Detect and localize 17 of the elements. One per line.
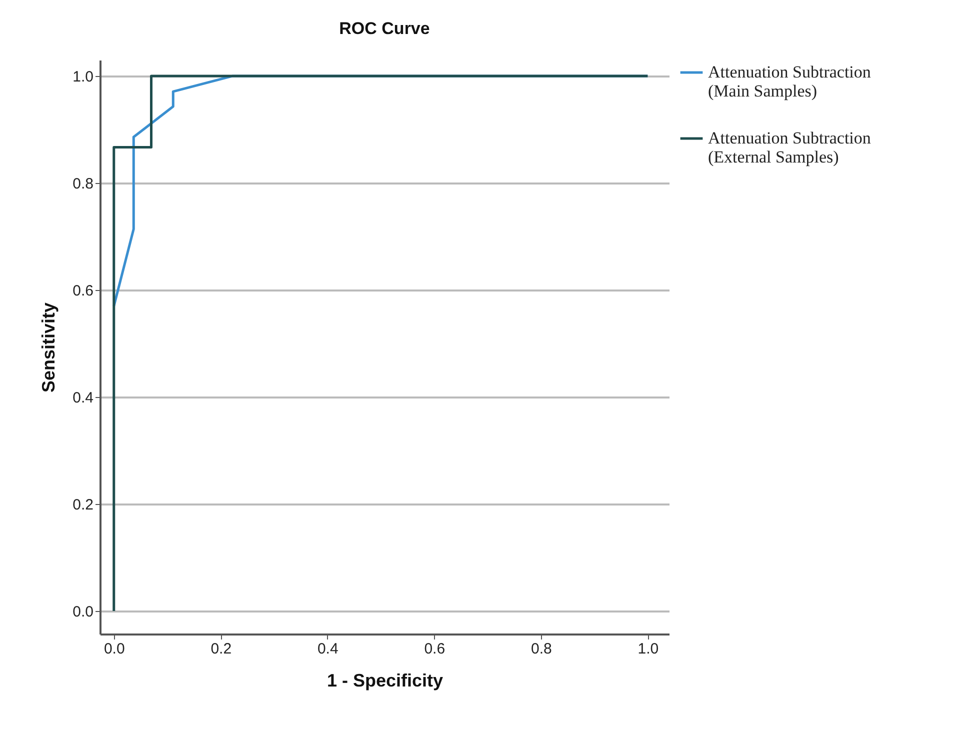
x-tick-label: 0.0 [104, 640, 125, 658]
x-axis-title: 1 - Specificity [326, 670, 444, 690]
y-tick-label: 0.4 [72, 390, 94, 407]
x-tick-label: 0.8 [530, 640, 552, 658]
y-axis-title: Sensitivity [38, 302, 59, 393]
y-tick-label: 0.6 [72, 282, 94, 300]
y-tick-label: 0.0 [72, 603, 94, 620]
legend-label: Attenuation Subtraction (External Samples) [708, 128, 872, 166]
y-tick-label: 0.2 [72, 496, 94, 514]
y-tick-label: 1.0 [72, 68, 94, 86]
x-tick-label: 0.4 [317, 640, 338, 658]
x-tick-label: 1.0 [638, 640, 659, 658]
legend-label: Attenuation Subtraction (Main Samples) [708, 62, 872, 100]
x-tick-label: 0.2 [210, 640, 232, 658]
chart-title: ROC Curve [339, 19, 430, 38]
x-tick-label: 0.6 [424, 640, 446, 658]
y-tick-label: 0.8 [72, 176, 94, 193]
